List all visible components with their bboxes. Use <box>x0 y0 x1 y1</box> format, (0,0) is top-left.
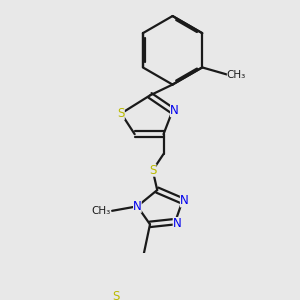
Text: S: S <box>149 164 156 177</box>
Text: N: N <box>170 104 179 117</box>
Text: N: N <box>180 194 189 207</box>
Text: N: N <box>173 217 182 230</box>
Text: S: S <box>118 107 125 120</box>
Text: CH₃: CH₃ <box>92 206 111 216</box>
Text: N: N <box>133 200 142 213</box>
Text: S: S <box>112 290 119 300</box>
Text: CH₃: CH₃ <box>227 70 246 80</box>
